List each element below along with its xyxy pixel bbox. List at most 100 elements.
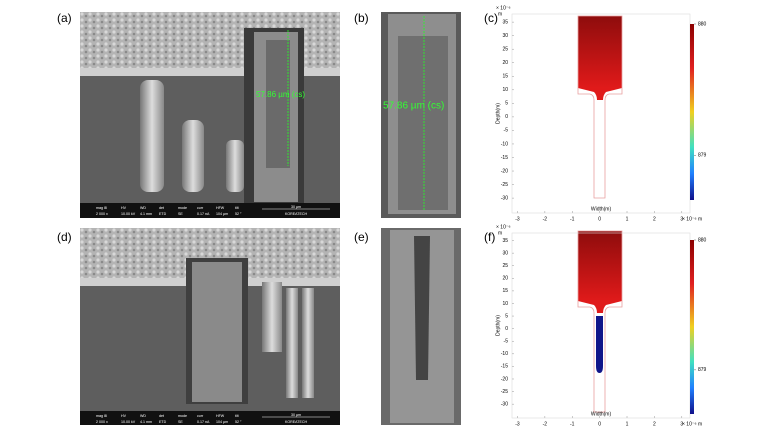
sem-image-e xyxy=(381,228,461,425)
y-tick-label: 25 xyxy=(502,263,508,269)
y-tick-label: -5 xyxy=(504,128,509,134)
info-field: HFW xyxy=(216,414,225,418)
y-unit: m xyxy=(498,11,502,17)
colorbar xyxy=(690,24,694,200)
info-field: curr xyxy=(197,414,204,418)
y-exponent: × 10⁻⁶ xyxy=(496,5,511,11)
info-field: HFW xyxy=(216,206,225,210)
x-tick-label: -2 xyxy=(543,421,548,427)
y-tick-label: 20 xyxy=(502,60,508,66)
y-tick-label: -20 xyxy=(501,376,508,382)
x-tick-label: 0 xyxy=(598,216,601,222)
panel-label: (f) xyxy=(484,230,495,244)
y-tick-label: 10 xyxy=(502,301,508,307)
colorbar-label: 879 xyxy=(698,367,707,373)
y-label: Depth(m) xyxy=(495,103,501,124)
panel-label: (b) xyxy=(354,11,369,25)
info-field: mag ⊞ xyxy=(96,414,107,418)
y-tick-label: -10 xyxy=(501,351,508,357)
x-tick-label: 1 xyxy=(626,421,629,427)
y-tick-label: -15 xyxy=(501,155,508,161)
y-tick-label: -25 xyxy=(501,389,508,395)
info-field: tilt xyxy=(235,206,239,210)
x-label: Width(m) xyxy=(591,411,612,417)
colorbar-label: 880 xyxy=(698,21,707,27)
info-value: SE xyxy=(178,212,183,216)
x-tick-label: -1 xyxy=(570,421,575,427)
info-value: 10.00 kV xyxy=(121,420,136,424)
colorbar-label: 879 xyxy=(698,153,707,159)
panel-label: (c) xyxy=(484,11,498,25)
info-field: HV xyxy=(121,414,127,418)
y-tick-label: 25 xyxy=(502,47,508,53)
info-value: SE xyxy=(178,420,183,424)
info-value: 2 000 x xyxy=(96,212,108,216)
y-tick-label: -25 xyxy=(501,182,508,188)
y-tick-label: 30 xyxy=(502,33,508,39)
info-field: curr xyxy=(197,206,204,210)
x-exponent: × 10⁻⁶ m xyxy=(682,216,702,222)
info-value: 4.1 mm xyxy=(140,212,152,216)
y-tick-label: -15 xyxy=(501,364,508,370)
info-field: mode xyxy=(178,206,187,210)
info-value: 104 µm xyxy=(216,420,228,424)
x-tick-label: 3 xyxy=(680,421,683,427)
x-tick-label: -3 xyxy=(515,421,520,427)
y-tick-label: 5 xyxy=(505,101,508,107)
brand: KOREATECH xyxy=(285,420,308,424)
brand: KOREATECH xyxy=(285,212,308,216)
info-field: det xyxy=(159,206,164,210)
panel-label: (d) xyxy=(57,230,72,244)
info-field: HV xyxy=(121,206,127,210)
y-unit: m xyxy=(498,230,502,236)
info-field: WD xyxy=(140,414,146,418)
x-label: Width(m) xyxy=(591,206,612,212)
x-tick-label: 0 xyxy=(598,421,601,427)
y-tick-label: 15 xyxy=(502,74,508,80)
y-tick-label: -30 xyxy=(501,195,508,201)
y-tick-label: 35 xyxy=(502,238,508,244)
y-tick-label: 20 xyxy=(502,276,508,282)
info-value: 104 µm xyxy=(216,212,228,216)
info-field: mag ⊞ xyxy=(96,206,107,210)
info-field: WD xyxy=(140,206,146,210)
domain-c xyxy=(577,15,623,199)
info-field: mode xyxy=(178,414,187,418)
y-tick-label: 0 xyxy=(505,326,508,332)
y-label: Depth(m) xyxy=(495,315,501,336)
x-tick-label: -3 xyxy=(515,216,520,222)
x-exponent: × 10⁻⁶ m xyxy=(682,421,702,427)
info-value: ETD xyxy=(159,420,167,424)
x-tick-label: 3 xyxy=(680,216,683,222)
info-value: ETD xyxy=(159,212,167,216)
y-tick-label: 30 xyxy=(502,250,508,256)
y-exponent: × 10⁻⁶ xyxy=(496,224,511,230)
info-value: 52 ° xyxy=(235,420,242,424)
scale-label: 30 µm xyxy=(291,413,301,417)
sem-image-d xyxy=(80,228,340,425)
y-tick-label: 10 xyxy=(502,87,508,93)
info-value: 4.1 mm xyxy=(140,420,152,424)
measurement: 57.86 µm (cs) xyxy=(383,101,444,112)
x-tick-label: 2 xyxy=(653,216,656,222)
y-tick-label: 35 xyxy=(502,19,508,25)
panel-label: (e) xyxy=(354,230,369,244)
info-value: 2 000 x xyxy=(96,420,108,424)
x-tick-label: -2 xyxy=(543,216,548,222)
x-tick-label: 2 xyxy=(653,421,656,427)
scale-label: 30 µm xyxy=(291,205,301,209)
colorbar-label: 880 xyxy=(698,237,707,243)
colorbar xyxy=(690,240,694,414)
y-tick-label: -30 xyxy=(501,401,508,407)
y-tick-label: -5 xyxy=(504,339,509,345)
info-value: 0.17 nA xyxy=(197,212,210,216)
y-tick-label: -20 xyxy=(501,168,508,174)
measurement: 57.86 µm (cs) xyxy=(256,90,305,99)
info-value: 52 ° xyxy=(235,212,242,216)
y-tick-label: 15 xyxy=(502,288,508,294)
info-field: tilt xyxy=(235,414,239,418)
domain-f xyxy=(577,230,623,413)
y-tick-label: -10 xyxy=(501,141,508,147)
y-tick-label: 5 xyxy=(505,313,508,319)
